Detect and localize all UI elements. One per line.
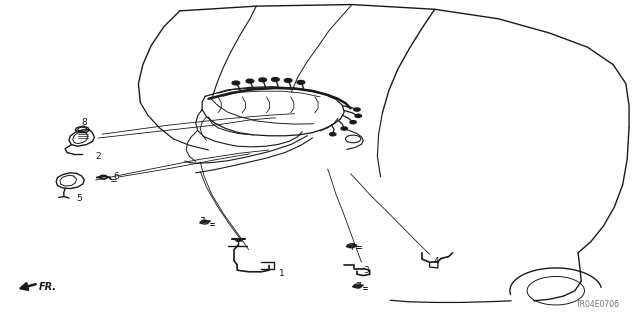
Text: 7: 7 <box>356 282 362 292</box>
Circle shape <box>246 79 253 83</box>
Text: 6: 6 <box>113 172 118 182</box>
Circle shape <box>259 78 266 82</box>
Text: 5: 5 <box>77 194 83 203</box>
Text: 1: 1 <box>278 269 284 278</box>
Circle shape <box>284 78 292 82</box>
Circle shape <box>330 133 336 136</box>
Circle shape <box>297 80 305 84</box>
Circle shape <box>354 108 360 111</box>
Circle shape <box>236 239 241 241</box>
Circle shape <box>271 78 279 81</box>
Text: 3: 3 <box>364 266 369 275</box>
Circle shape <box>355 114 362 117</box>
Circle shape <box>341 127 348 130</box>
Circle shape <box>232 81 240 85</box>
Text: FR.: FR. <box>38 282 56 292</box>
Text: TR04E0706: TR04E0706 <box>575 300 620 309</box>
Text: 4: 4 <box>433 257 439 266</box>
Text: 2: 2 <box>96 152 101 161</box>
Text: 7: 7 <box>349 242 355 252</box>
Circle shape <box>350 121 356 124</box>
Text: 8: 8 <box>81 118 87 127</box>
Text: 7: 7 <box>199 217 205 226</box>
